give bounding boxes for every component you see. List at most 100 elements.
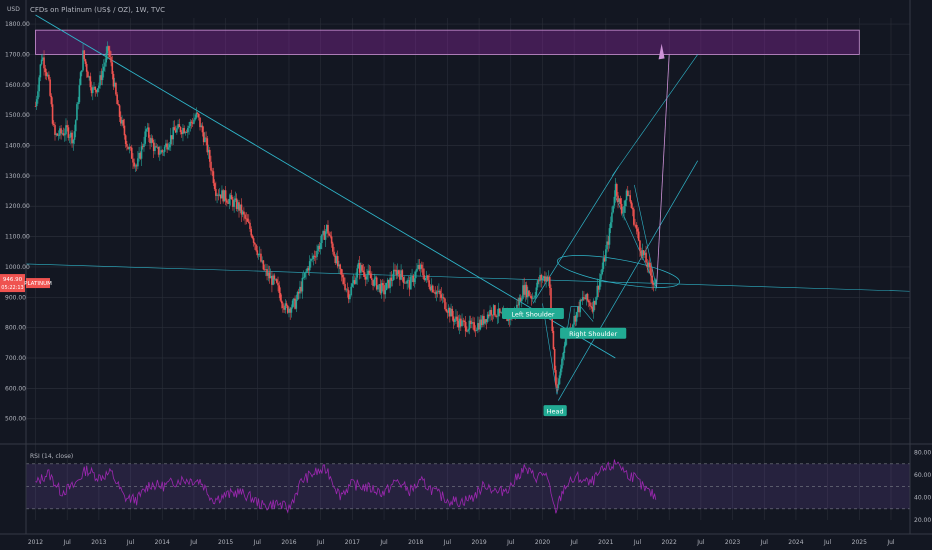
candle-body [156, 146, 159, 148]
candle-body [580, 299, 583, 301]
candle-body [628, 195, 630, 197]
candle-body [470, 322, 473, 324]
head-label: Head [547, 408, 564, 416]
candle-body [322, 231, 324, 235]
candle-body [314, 256, 317, 258]
candle-body [345, 289, 348, 291]
candle-body [217, 194, 220, 196]
candle-body [250, 229, 253, 236]
candle-body [71, 132, 73, 144]
candle-body [645, 252, 647, 263]
x-tick-label: Jul [379, 539, 388, 546]
candle-body [519, 297, 522, 302]
candle-body [263, 269, 266, 271]
candle-body [198, 113, 200, 118]
candle-body [489, 309, 491, 317]
candle-body [241, 211, 244, 215]
candle-body [396, 270, 399, 276]
candle-body [67, 127, 70, 138]
candle-body [472, 322, 474, 323]
candle-body [586, 293, 589, 301]
candle-body [328, 233, 330, 236]
candle-body [606, 241, 608, 250]
candle-body [200, 125, 203, 128]
resistance-zone [35, 29, 860, 55]
candle-body [557, 384, 560, 389]
candle-body [247, 221, 250, 223]
candle-body [590, 306, 593, 307]
candle-body [50, 95, 53, 105]
candle-body [641, 250, 644, 256]
candle-body [614, 184, 617, 197]
candle-body [523, 285, 525, 295]
candle-body [373, 278, 376, 286]
candle-body [229, 195, 232, 199]
candle-body [333, 251, 335, 256]
candle-body [63, 134, 66, 136]
candle-body [126, 144, 128, 147]
candle-body [257, 253, 260, 256]
candle-body [340, 269, 343, 275]
candle-body [210, 161, 212, 171]
candle-body [491, 314, 494, 316]
candle-body [539, 274, 541, 282]
candle-body [300, 286, 302, 292]
candle-body [499, 308, 501, 313]
symbol-badge [26, 278, 50, 289]
candle-body [213, 183, 216, 190]
candle-body [233, 200, 235, 207]
candle-body [317, 245, 320, 251]
candle-body [652, 283, 655, 285]
x-tick-label: Jul [506, 539, 515, 546]
candle-body [397, 270, 400, 274]
candle-body [78, 85, 81, 103]
candle-body [201, 125, 204, 133]
candle-body [100, 75, 103, 81]
candle-body [193, 119, 195, 124]
candle-body [83, 50, 86, 60]
candle-body [194, 117, 196, 120]
candle-body [564, 338, 567, 347]
candle-body [407, 280, 410, 281]
candle-body [553, 348, 556, 371]
candle-body [171, 135, 173, 140]
candle-body [61, 133, 64, 134]
candle-body [644, 252, 646, 255]
candle-body [623, 206, 625, 213]
candle-body [216, 194, 218, 196]
candle-body [485, 319, 488, 322]
candle-body [377, 285, 379, 290]
candle-body [329, 235, 332, 237]
channel-lower [557, 160, 699, 401]
candle-body [238, 202, 240, 211]
candle-body [444, 298, 446, 309]
candle-body [535, 287, 538, 296]
candle-body [187, 128, 189, 133]
candle-body [364, 276, 367, 280]
candle-body [424, 277, 427, 280]
candle-body [120, 116, 122, 124]
candle-body [486, 314, 489, 322]
channel-ext [611, 54, 698, 177]
candle-body [474, 330, 477, 332]
candle-body [413, 278, 416, 283]
candle-body [601, 268, 603, 275]
candle-body [458, 318, 461, 328]
candle-body [306, 268, 309, 272]
candle-body [400, 270, 402, 280]
candle-body [647, 262, 650, 268]
candle-body [296, 291, 299, 300]
candle-body [288, 308, 290, 313]
candle-body [45, 72, 48, 76]
candle-body [428, 280, 430, 287]
candle-body [389, 277, 391, 288]
candle-body [154, 146, 156, 152]
candle-body [310, 259, 312, 262]
candle-body [438, 290, 440, 293]
candle-body [401, 270, 404, 278]
candle-body [457, 320, 460, 328]
candle-body [484, 319, 486, 324]
candle-body [449, 307, 451, 317]
candle-body [441, 297, 444, 299]
